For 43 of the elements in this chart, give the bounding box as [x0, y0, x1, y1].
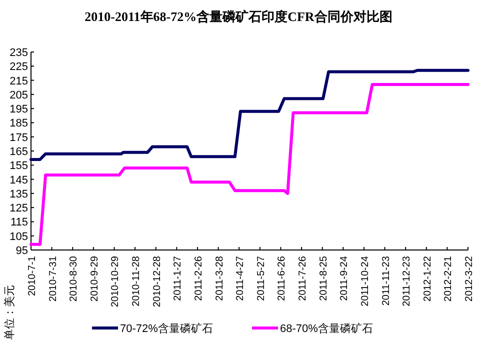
y-tick-label: 205 — [10, 89, 28, 102]
x-tick-label: 2010-11-28 — [131, 256, 142, 306]
x-tick-label: 2011-9-24 — [339, 256, 350, 301]
y-tick-label: 215 — [10, 75, 28, 88]
y-tick-label: 175 — [10, 132, 28, 144]
y-tick-label: 145 — [10, 174, 28, 186]
legend-label: 70-72%含量磷矿石 — [120, 322, 213, 335]
y-tick-label: 235 — [10, 47, 28, 59]
x-tick-label: 2012-1-22 — [422, 256, 434, 302]
x-tick-label: 2011-7-26 — [298, 256, 309, 301]
y-tick-label: 115 — [10, 216, 28, 229]
y-tick-label: 165 — [10, 146, 28, 158]
x-tick-label: 2011-12-23 — [402, 256, 413, 306]
y-tick-label: 125 — [10, 202, 28, 215]
x-tick-label: 2011-1-27 — [172, 256, 184, 301]
y-tick-label: 95 — [16, 245, 28, 257]
y-tick-label: 105 — [10, 230, 28, 243]
x-tick-label: 2011-4-27 — [235, 256, 246, 301]
y-axis-title: 单位：美元 — [3, 285, 16, 340]
x-tick-label: 2010-8-30 — [68, 256, 80, 302]
x-tick-label: 2011-6-26 — [276, 256, 288, 301]
x-tick-label: 2011-10-24 — [360, 256, 371, 306]
y-tick-label: 195 — [10, 104, 28, 116]
x-tick-label: 2010-7-1 — [27, 256, 38, 296]
x-tick-label: 2011-3-28 — [214, 256, 226, 301]
x-tick-label: 2012-2-21 — [443, 256, 454, 302]
x-tick-label: 2011-2-26 — [193, 256, 204, 301]
x-tick-label: 2012-3-22 — [464, 256, 475, 302]
y-tick-label: 185 — [10, 118, 28, 130]
y-tick-label: 135 — [10, 188, 28, 200]
x-tick-label: 2010-10-29 — [110, 256, 122, 308]
legend-label: 68-70%含量磷矿石 — [280, 322, 373, 335]
x-tick-label: 2010-9-29 — [89, 256, 100, 302]
x-tick-label: 2011-5-27 — [256, 256, 267, 301]
y-tick-label: 225 — [10, 61, 28, 74]
chart-title: 2010-2011年68-72%含量磷矿石印度CFR合同价对比图 — [84, 9, 392, 24]
line-series — [30, 68, 470, 161]
x-tick-label: 2011-8-25 — [318, 256, 330, 301]
x-tick-label: 2010-7-31 — [48, 256, 59, 302]
y-tick-label: 155 — [10, 160, 28, 172]
line-series — [30, 83, 470, 246]
x-tick-label: 2011-11-23 — [380, 256, 392, 306]
x-tick-label: 2010-12-28 — [152, 256, 163, 308]
